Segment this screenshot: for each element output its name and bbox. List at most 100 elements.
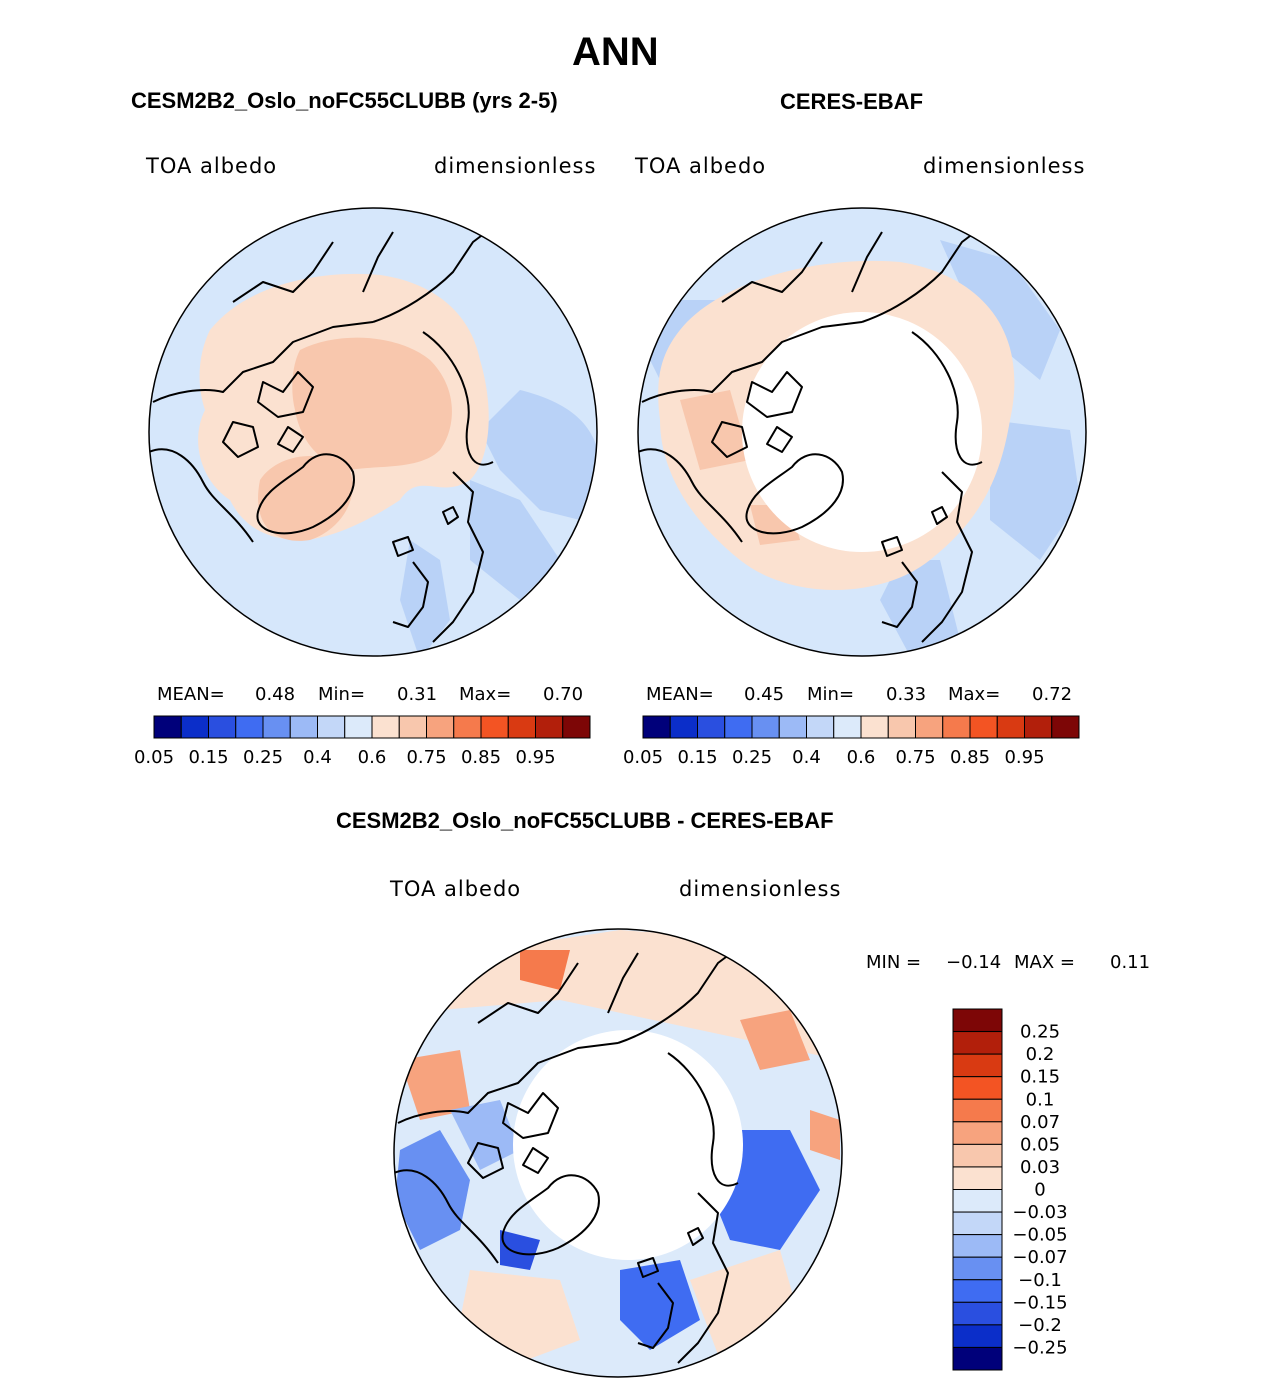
panel-1-colorbar-tick-label: 0.6 [358, 747, 387, 768]
diff-colorbar-swatch [952, 1166, 1003, 1190]
diff-max-label: MAX = [1014, 952, 1075, 973]
diff-colorbar-swatch [952, 1053, 1003, 1078]
panel-1-min-label: Min= [318, 684, 366, 705]
panel-1-colorbar-tick-label: 0.75 [406, 747, 446, 768]
diff-colorbar-swatch [952, 1324, 1003, 1348]
panel-1-map [148, 207, 598, 657]
panel-2-colorbar-tick-label: 0.4 [792, 747, 821, 768]
panel-2-colorbar-tick-label: 0.25 [732, 747, 772, 768]
panel-1-colorbar-swatch [208, 715, 237, 739]
panel-2-colorbar-swatch [806, 715, 835, 739]
diff-colorbar-tick-label: 0.2 [1026, 1044, 1055, 1065]
panel-2-colorbar-swatch [697, 715, 726, 739]
panel-1-colorbar-swatch [535, 715, 564, 739]
diff-colorbar-tick-label: −0.15 [1012, 1292, 1067, 1313]
panel-2-map [637, 207, 1087, 657]
panel-1-units: dimensionless [434, 154, 597, 178]
panel-2-colorbar-tick-label: 0.05 [623, 747, 663, 768]
panel-2-colorbar: 0.05 0.15 0.25 0.4 0.6 0.75 0.85 0.95 [623, 715, 1080, 768]
panel-2-colorbar-swatch [860, 715, 889, 739]
diff-colorbar-tick-label: −0.1 [1018, 1270, 1062, 1291]
panel-2-max-label: Max= [948, 684, 1001, 705]
panel-2-colorbar-swatch [778, 715, 807, 739]
diff-colorbar-swatch [952, 1234, 1003, 1258]
panel-1-variable: TOA albedo [146, 154, 278, 178]
panel-1-colorbar-swatch [289, 715, 318, 739]
diff-colorbar-swatch [952, 1143, 1003, 1168]
panel-2-colorbar-swatch [833, 715, 862, 739]
diff-colorbar-swatch [952, 1211, 1003, 1236]
panel-2-colorbar-swatch [1024, 715, 1053, 739]
diff-colorbar-tick-label: −0.07 [1012, 1247, 1067, 1268]
panel-1-colorbar-swatch [453, 715, 482, 739]
panel-1-colorbar-swatch [371, 715, 400, 739]
panel-1-colorbar-swatch [235, 715, 264, 739]
diff-colorbar-swatch [952, 1098, 1003, 1123]
panel-2-colorbar-swatch [724, 715, 753, 739]
panel-2-min-value: 0.33 [886, 684, 927, 705]
panel-1-colorbar-tick-label: 0.95 [515, 747, 555, 768]
panel-2-units: dimensionless [923, 154, 1086, 178]
panel-2-colorbar-tick-label: 0.85 [950, 747, 990, 768]
diff-colorbar-tick-label: −0.2 [1018, 1315, 1062, 1336]
panel-2-colorbar-swatch [669, 715, 698, 739]
panel-1-colorbar-swatch [426, 715, 455, 739]
panel-1-colorbar-swatch [507, 715, 536, 739]
panel-2-colorbar-tick-label: 0.6 [847, 747, 876, 768]
diff-colorbar-swatch [952, 1346, 1003, 1371]
diff-colorbar-swatch [952, 1121, 1003, 1145]
diff-variable: TOA albedo [390, 877, 522, 901]
panel-1-colorbar-swatch [180, 715, 209, 739]
diff-min-value: −0.14 [946, 952, 1002, 973]
diff-max-value: 0.11 [1110, 952, 1151, 973]
panel-2-colorbar-swatch [915, 715, 944, 739]
figure-title: ANN [572, 30, 659, 74]
panel-2-min-label: Min= [807, 684, 855, 705]
panel-1-mean-label: MEAN= [157, 684, 225, 705]
panel-1-colorbar-swatch [562, 715, 591, 739]
diff-colorbar: 0.250.20.150.10.070.050.030−0.03−0.05−0.… [952, 1008, 1068, 1371]
panel-1-max-value: 0.70 [543, 684, 584, 705]
diff-colorbar-swatch [952, 1031, 1003, 1055]
diff-colorbar-tick-label: 0 [1034, 1180, 1045, 1201]
panel-2-variable: TOA albedo [635, 154, 767, 178]
diff-colorbar-tick-label: 0.07 [1020, 1112, 1060, 1133]
panel-2-mean-value: 0.45 [744, 684, 785, 705]
diff-colorbar-swatch [952, 1076, 1003, 1100]
panel-1-colorbar-tick-label: 0.25 [243, 747, 283, 768]
panel-1-colorbar-swatch [344, 715, 373, 739]
panel-1-colorbar-swatch [153, 715, 182, 739]
diff-panel-title: CESM2B2_Oslo_noFC55CLUBB - CERES-EBAF [336, 808, 834, 833]
diff-colorbar-tick-label: 0.15 [1020, 1067, 1060, 1088]
panel-1-colorbar-swatch [317, 715, 346, 739]
diff-colorbar-tick-label: −0.25 [1012, 1337, 1067, 1358]
panel-2-colorbar-tick-label: 0.15 [677, 747, 717, 768]
panel-2-colorbar-swatch [969, 715, 998, 739]
panel-2-colorbar-swatch [751, 715, 780, 739]
diff-colorbar-tick-label: −0.05 [1012, 1225, 1067, 1246]
panel-1-colorbar-tick-label: 0.15 [188, 747, 228, 768]
panel-1-colorbar-tick-label: 0.85 [461, 747, 501, 768]
panel-2-colorbar-swatch [642, 715, 671, 739]
panel-1-mean-value: 0.48 [255, 684, 296, 705]
panel-2-mean-label: MEAN= [646, 684, 714, 705]
diff-min-label: MIN = [866, 952, 922, 973]
panel-2-max-value: 0.72 [1032, 684, 1073, 705]
diff-colorbar-swatch [952, 1189, 1003, 1213]
panel-2-colorbar-swatch [996, 715, 1025, 739]
diff-map [393, 928, 843, 1378]
panel-1-max-label: Max= [459, 684, 512, 705]
diff-colorbar-tick-label: 0.03 [1020, 1157, 1060, 1178]
panel-1-colorbar: 0.05 0.15 0.25 0.4 0.6 0.75 0.85 0.95 [134, 715, 591, 768]
diff-colorbar-tick-label: 0.05 [1020, 1134, 1060, 1155]
diff-colorbar-swatch [952, 1256, 1003, 1281]
panel-1-colorbar-swatch [398, 715, 427, 739]
diff-colorbar-tick-label: −0.03 [1012, 1202, 1067, 1223]
panel-1-min-value: 0.31 [397, 684, 438, 705]
panel-2-colorbar-swatch [942, 715, 971, 739]
panel-1-colorbar-tick-label: 0.05 [134, 747, 174, 768]
panel-2-colorbar-swatch [887, 715, 916, 739]
panel-1-colorbar-swatch [480, 715, 509, 739]
panel-1-title: CESM2B2_Oslo_noFC55CLUBB (yrs 2-5) [131, 88, 558, 113]
